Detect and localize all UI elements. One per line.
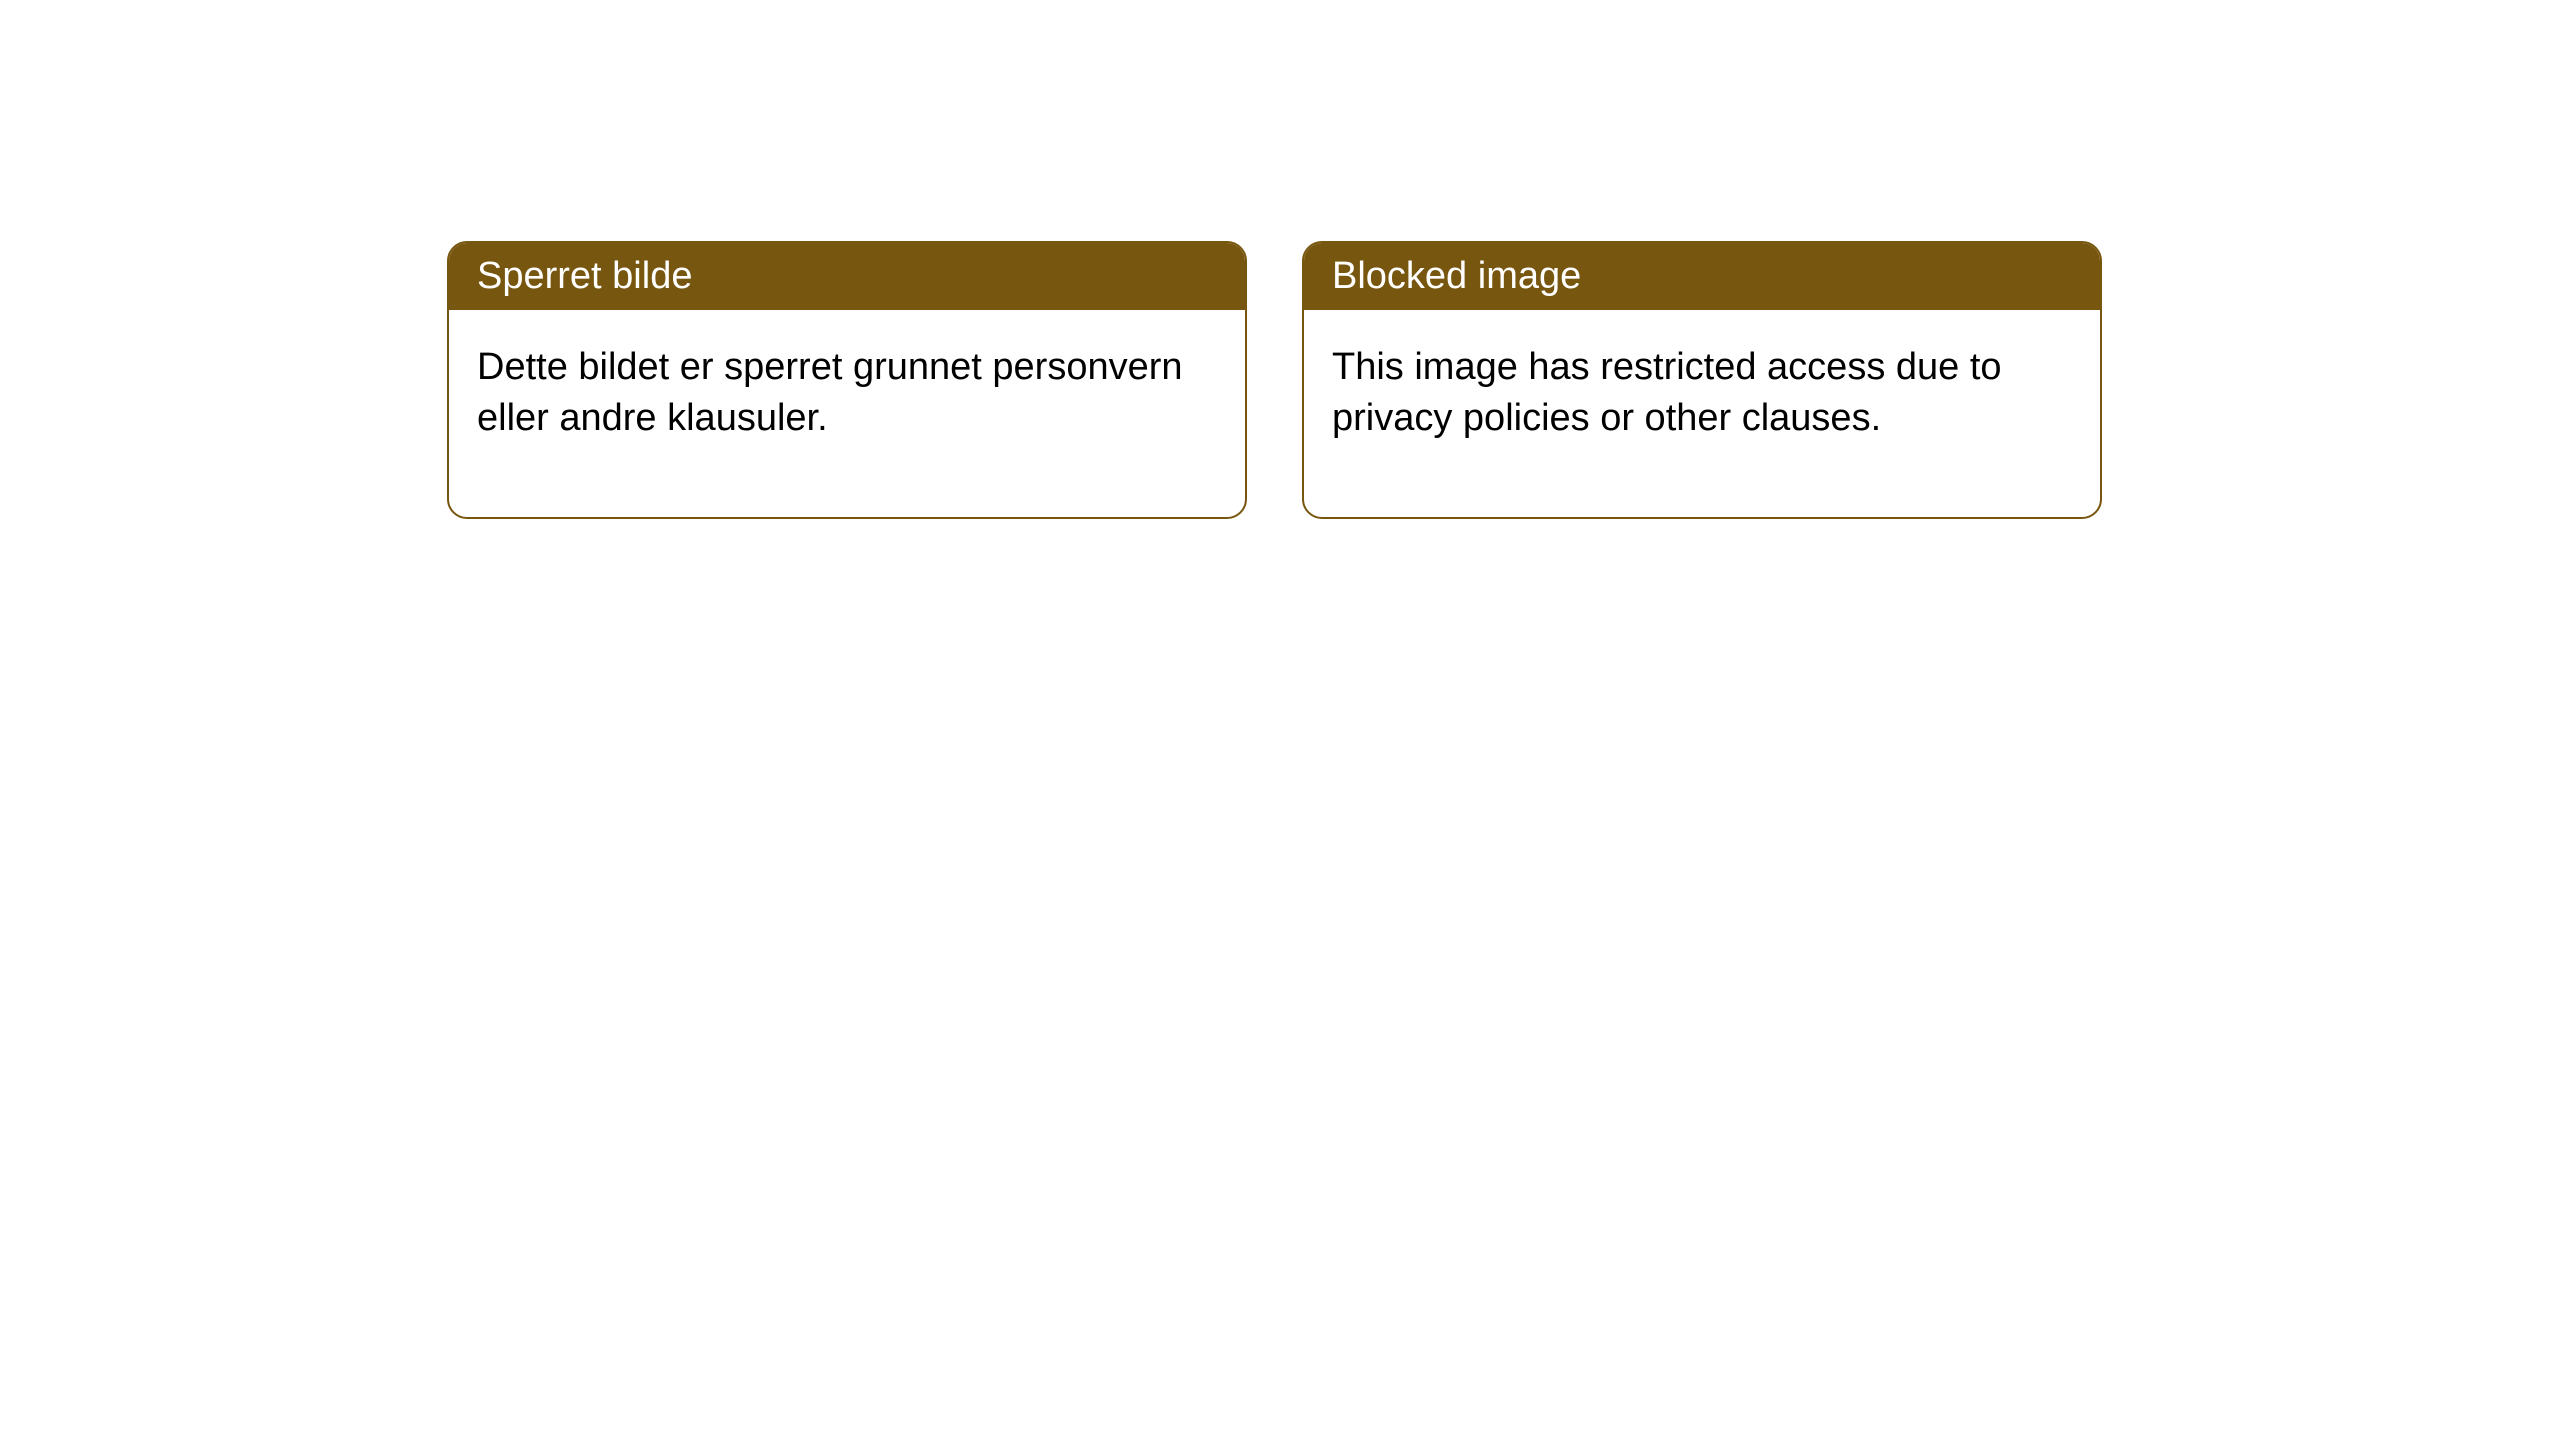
notice-card-english: Blocked image This image has restricted …	[1302, 241, 2102, 519]
notice-card-body: Dette bildet er sperret grunnet personve…	[449, 310, 1245, 517]
notice-card-title: Sperret bilde	[449, 243, 1245, 310]
notice-card-body: This image has restricted access due to …	[1304, 310, 2100, 517]
notice-cards-container: Sperret bilde Dette bildet er sperret gr…	[0, 0, 2560, 519]
notice-card-norwegian: Sperret bilde Dette bildet er sperret gr…	[447, 241, 1247, 519]
notice-card-title: Blocked image	[1304, 243, 2100, 310]
